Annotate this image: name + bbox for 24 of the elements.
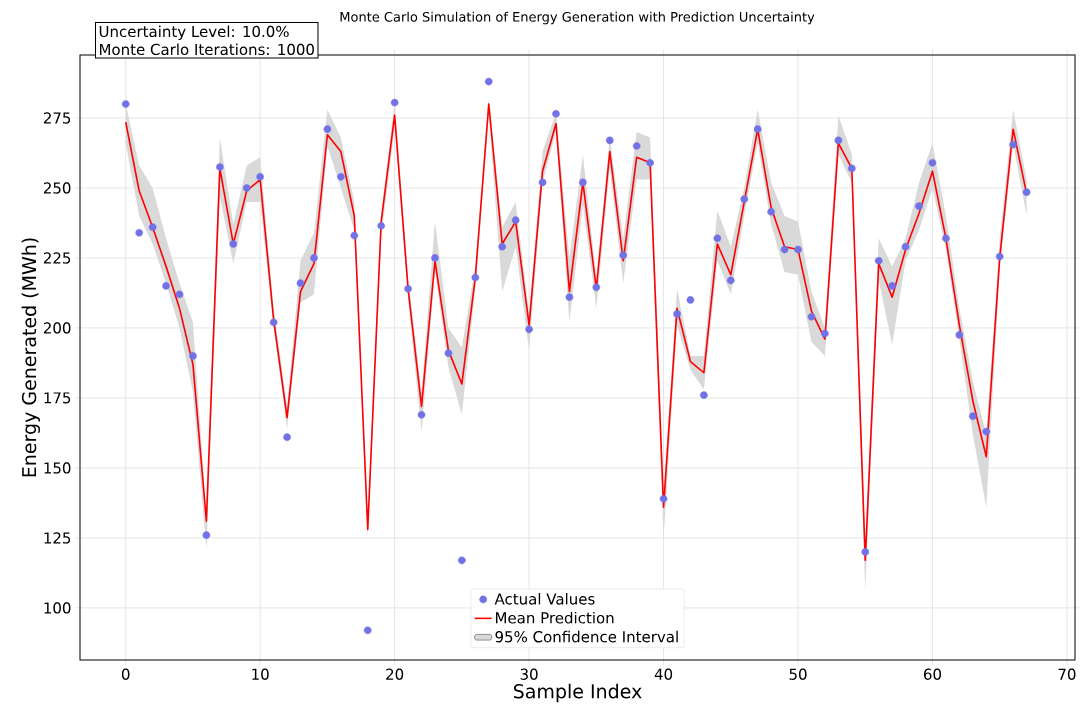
x-tick-label: 50	[789, 668, 807, 680]
text: Uncertainty Level: 10.0%	[99, 25, 289, 41]
x-tick-label: 20	[386, 668, 404, 680]
x-tick-label: 40	[654, 668, 673, 680]
y-tick-label: 250	[43, 182, 71, 194]
x-tick-label: 30	[520, 668, 538, 680]
annotation: 95% Confidence Interval	[495, 630, 678, 643]
y-tick-label: 150	[44, 462, 71, 474]
x-tick-label: 60	[923, 668, 942, 680]
x-tick-label: 10	[252, 668, 269, 680]
x-axis-title: Sample Index	[513, 683, 642, 703]
chart-title: Monte Carlo Simulation of Energy Generation with Prediction Uncertainty	[340, 11, 815, 25]
y-tick-label: 225	[43, 252, 71, 264]
y-tick-label: 275	[43, 112, 71, 124]
y-tick-label: 125	[44, 532, 71, 544]
y-tick-label: 175	[44, 392, 71, 404]
legend-label: Actual Values	[494, 593, 595, 605]
y-tick-label: 200	[43, 322, 71, 334]
annotation: Monte Carlo Iterations: 1000	[99, 43, 314, 56]
y-tick-label: 100	[44, 602, 71, 614]
y-axis-title: Energy Generated (MWh)	[21, 238, 40, 477]
legend-label: Mean Prediction	[495, 611, 614, 624]
x-tick-label: 0	[121, 668, 130, 680]
x-tick-label: 70	[1058, 668, 1076, 680]
